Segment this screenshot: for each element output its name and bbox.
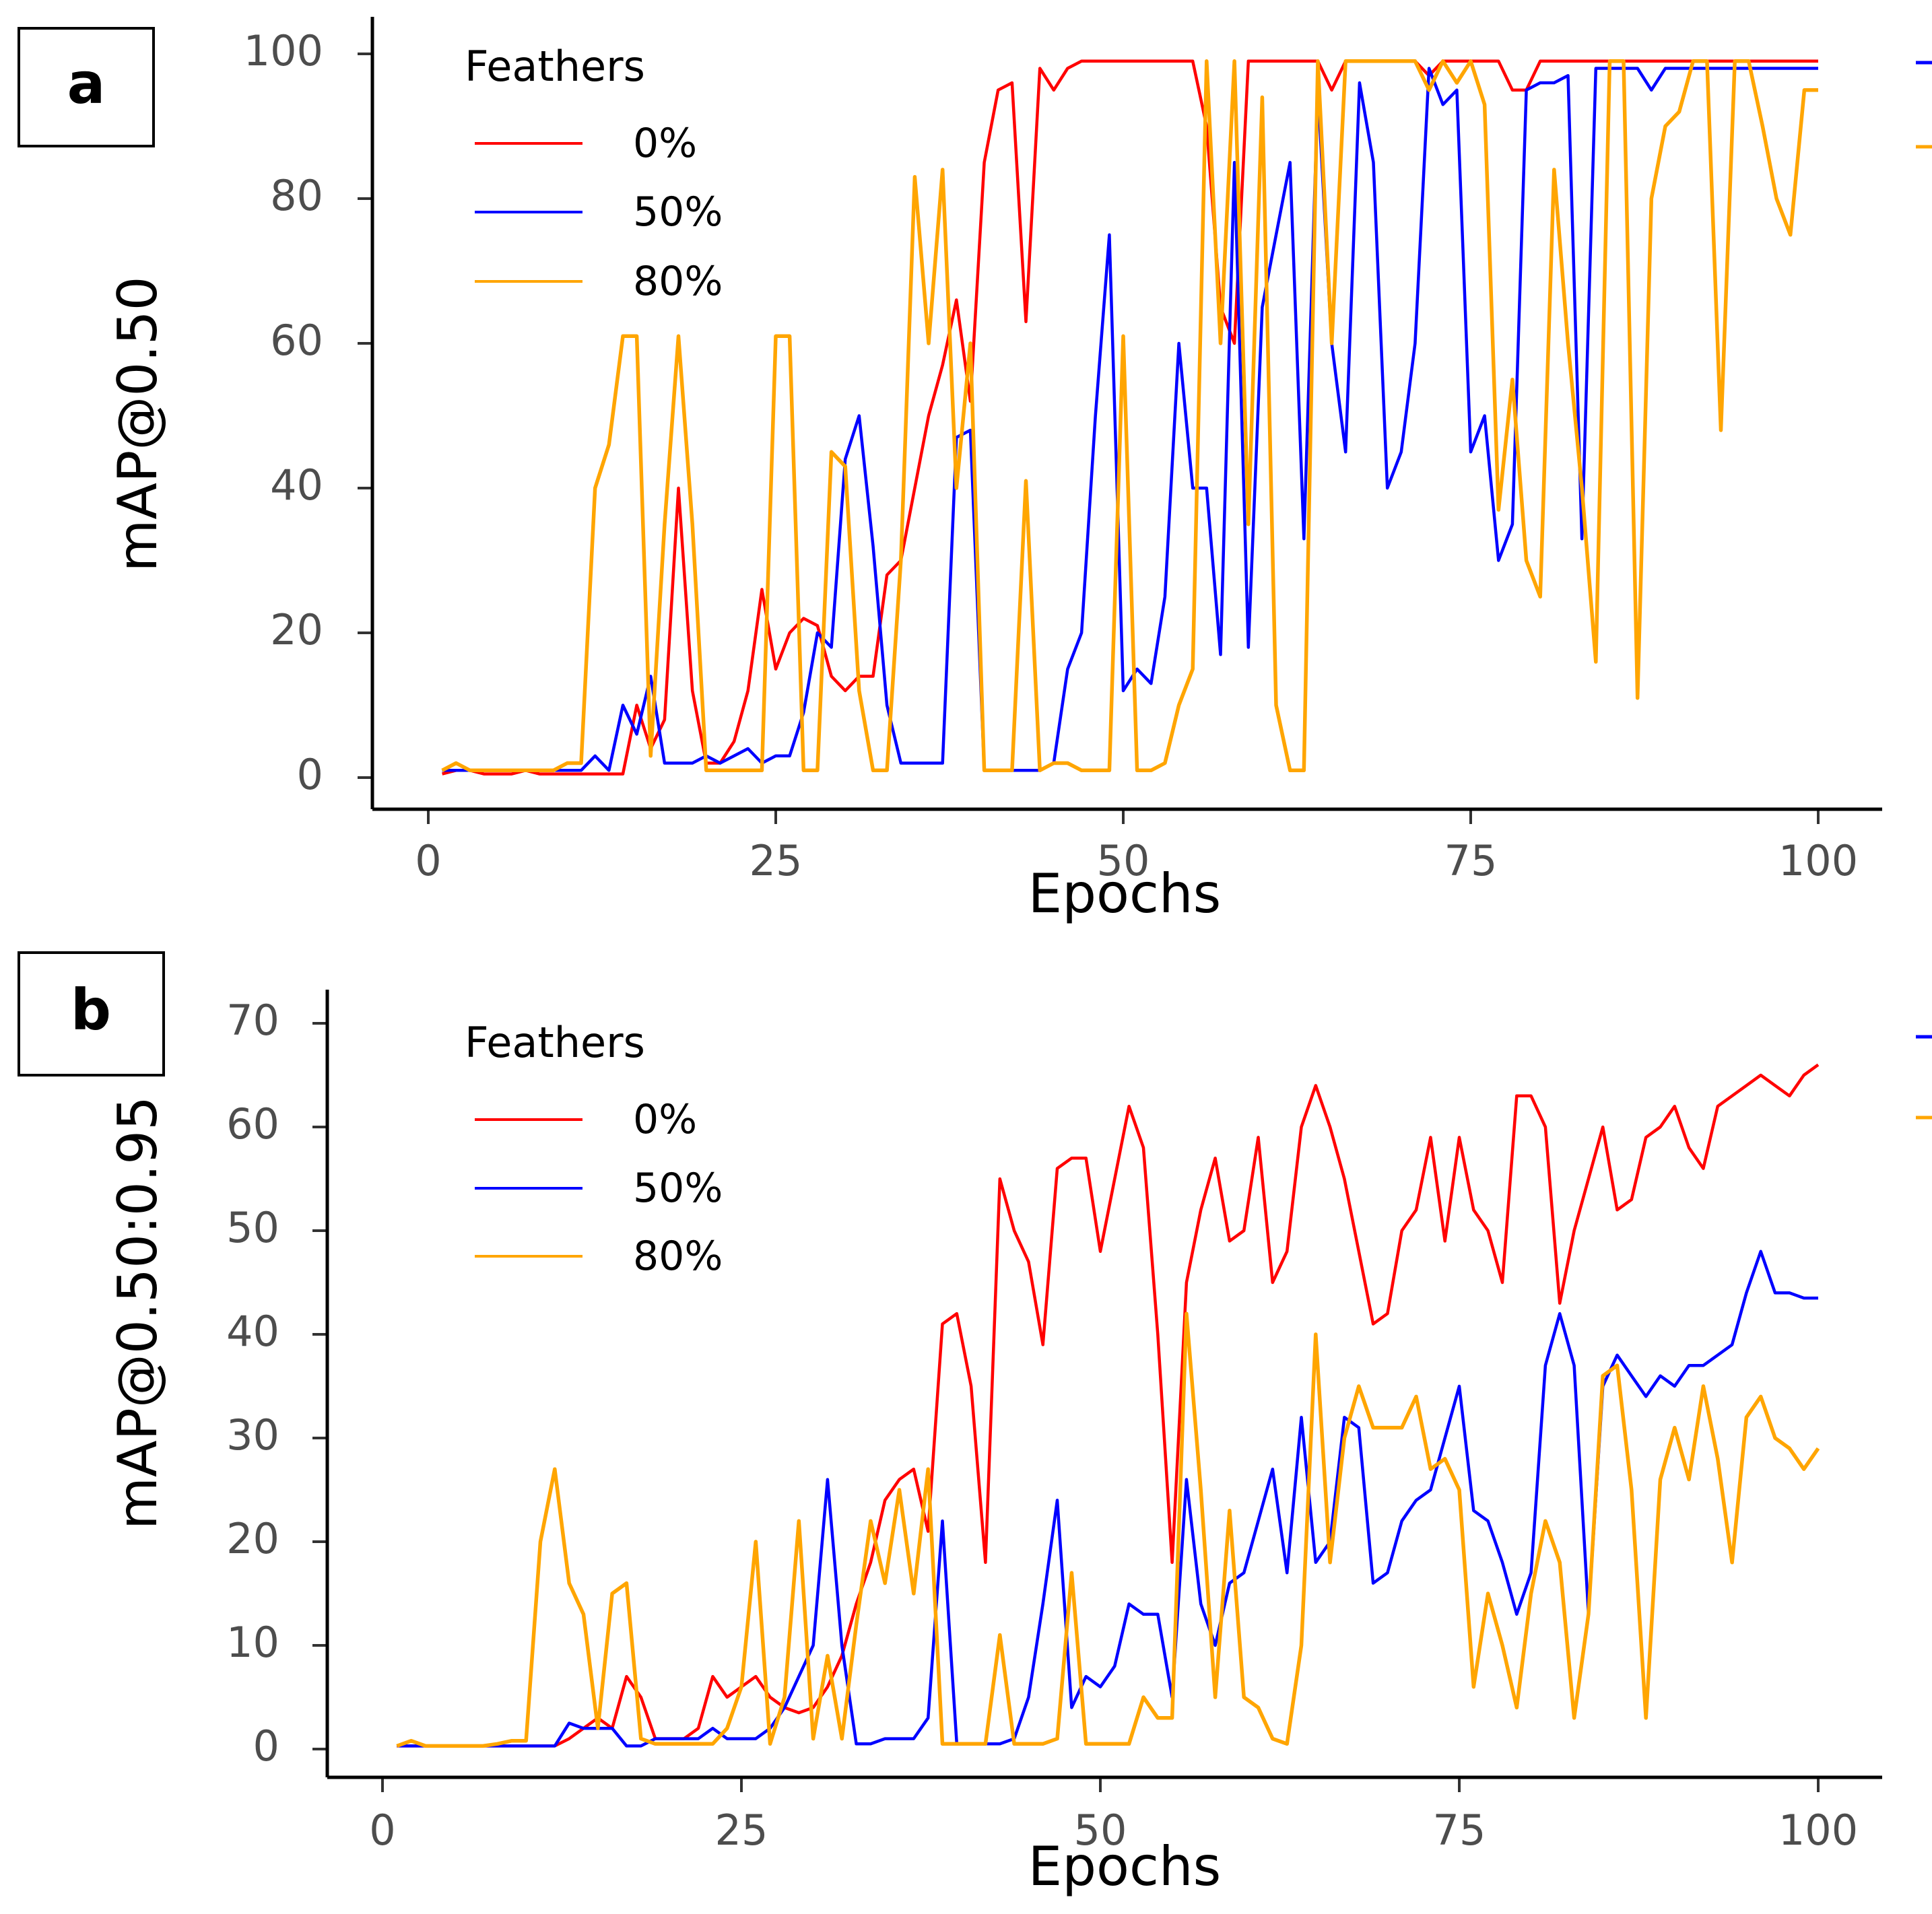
panel-label-box: [18, 951, 165, 1076]
x-tick-label: 75: [1433, 1806, 1486, 1855]
legend-title: Feathers: [465, 42, 645, 91]
x-ticks: 0 25 50 75 100: [415, 809, 1858, 885]
series-line-0pct: [397, 1063, 1820, 1748]
y-tick-label: 30: [226, 1410, 279, 1460]
y-tick-label: 20: [270, 605, 323, 654]
panel-b: b 0 10 20 30 40 50 60 70 0 25 50 75 100 Epochs mAP@…: [18, 951, 1932, 1898]
x-tick-label: 0: [369, 1806, 395, 1855]
y-tick-label: 70: [226, 996, 279, 1045]
legend-label-80pct: 80%: [633, 258, 723, 305]
y-axis-title: mAP@0.50: [106, 276, 169, 572]
y-tick-label: 0: [253, 1721, 279, 1771]
y-ticks: 0 10 20 30 40 50 60 70: [226, 996, 327, 1771]
legend-label-0pct: 0%: [633, 120, 697, 167]
x-tick-label: 50: [1097, 836, 1150, 885]
x-tick-label: 25: [715, 1806, 768, 1855]
y-tick-label: 40: [270, 460, 323, 510]
x-ticks: 0 25 50 75 100: [369, 1777, 1858, 1855]
y-ticks: 0 20 40 60 80 100: [244, 26, 372, 799]
panel-label-box: [18, 27, 155, 147]
legend-label-80pct: 80%: [633, 1233, 723, 1280]
series-lines: [441, 59, 1818, 776]
series-line-50pct: [397, 1250, 1818, 1748]
x-tick-label: 100: [1778, 1806, 1858, 1855]
y-axis-title: mAP@0.50:0.95: [106, 1096, 169, 1530]
x-tick-label: 0: [415, 836, 441, 885]
x-tick-label: 75: [1444, 836, 1498, 885]
x-tick-label: 50: [1074, 1806, 1127, 1855]
series-lines: [396, 1063, 1820, 1748]
panel-label: b: [71, 977, 111, 1043]
x-tick-label: 100: [1778, 836, 1858, 885]
y-tick-label: 50: [226, 1203, 279, 1252]
legend-label-50pct: 50%: [633, 1165, 723, 1212]
x-axis-title: Epochs: [1028, 1835, 1222, 1898]
legend: Feathers 0% 50% 80%: [465, 1018, 723, 1280]
x-tick-label: 25: [750, 836, 803, 885]
y-tick-label: 60: [226, 1099, 279, 1149]
legend-title: Feathers: [465, 1018, 645, 1067]
series-line-80pct: [441, 59, 1818, 773]
y-tick-label: 100: [244, 26, 323, 75]
y-tick-label: 10: [226, 1618, 279, 1667]
y-tick-label: 60: [270, 316, 323, 365]
panel-label: a: [67, 50, 106, 116]
legend-label-0pct: 0%: [633, 1096, 697, 1143]
y-tick-label: 0: [297, 750, 323, 799]
y-tick-label: 20: [226, 1514, 279, 1563]
series-line-0pct: [442, 59, 1818, 776]
panel-a: a 0 20 40 60 80 100 0 25 50 75 100 Epochs mAP@0.5…: [18, 17, 1932, 925]
x-axis-title: Epochs: [1028, 862, 1222, 925]
series-line-80pct: [396, 1311, 1820, 1748]
y-tick-label: 80: [270, 171, 323, 220]
legend-label-50pct: 50%: [633, 189, 723, 236]
series-line-50pct: [442, 67, 1818, 772]
y-tick-label: 40: [226, 1307, 279, 1356]
legend: Feathers 0% 50% 80%: [465, 42, 723, 305]
